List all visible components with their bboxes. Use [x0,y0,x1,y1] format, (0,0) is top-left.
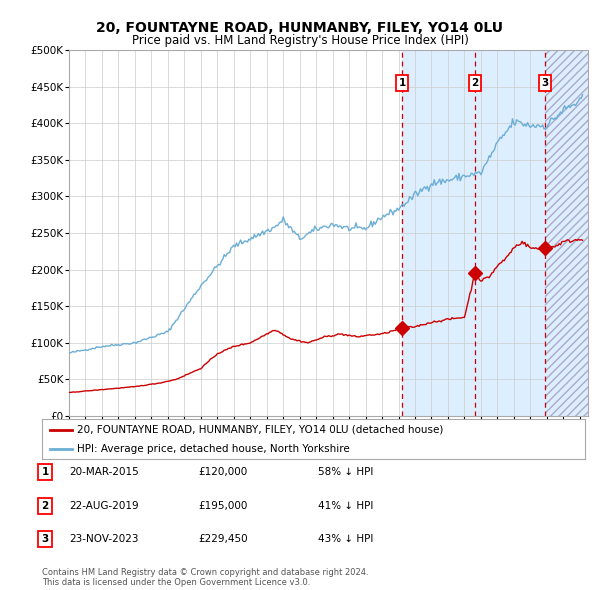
Text: £120,000: £120,000 [198,467,247,477]
Text: 20-MAR-2015: 20-MAR-2015 [69,467,139,477]
Text: Contains HM Land Registry data © Crown copyright and database right 2024.
This d: Contains HM Land Registry data © Crown c… [42,568,368,587]
Text: Price paid vs. HM Land Registry's House Price Index (HPI): Price paid vs. HM Land Registry's House … [131,34,469,47]
Text: 22-AUG-2019: 22-AUG-2019 [69,501,139,510]
Bar [402,50,600,416]
Text: £229,450: £229,450 [198,535,248,544]
Text: 20, FOUNTAYNE ROAD, HUNMANBY, FILEY, YO14 0LU: 20, FOUNTAYNE ROAD, HUNMANBY, FILEY, YO1… [97,21,503,35]
Text: 3: 3 [41,535,49,544]
Text: HPI: Average price, detached house, North Yorkshire: HPI: Average price, detached house, Nort… [77,444,350,454]
Text: 41% ↓ HPI: 41% ↓ HPI [318,501,373,510]
Text: £195,000: £195,000 [198,501,247,510]
Text: 20, FOUNTAYNE ROAD, HUNMANBY, FILEY, YO14 0LU (detached house): 20, FOUNTAYNE ROAD, HUNMANBY, FILEY, YO1… [77,425,443,435]
Text: 1: 1 [41,467,49,477]
Text: 1: 1 [398,78,406,88]
Text: 58% ↓ HPI: 58% ↓ HPI [318,467,373,477]
Bar [545,0,600,416]
Text: 2: 2 [472,78,479,88]
Text: 3: 3 [542,78,549,88]
Text: 23-NOV-2023: 23-NOV-2023 [69,535,139,544]
Text: 43% ↓ HPI: 43% ↓ HPI [318,535,373,544]
Text: 2: 2 [41,501,49,510]
